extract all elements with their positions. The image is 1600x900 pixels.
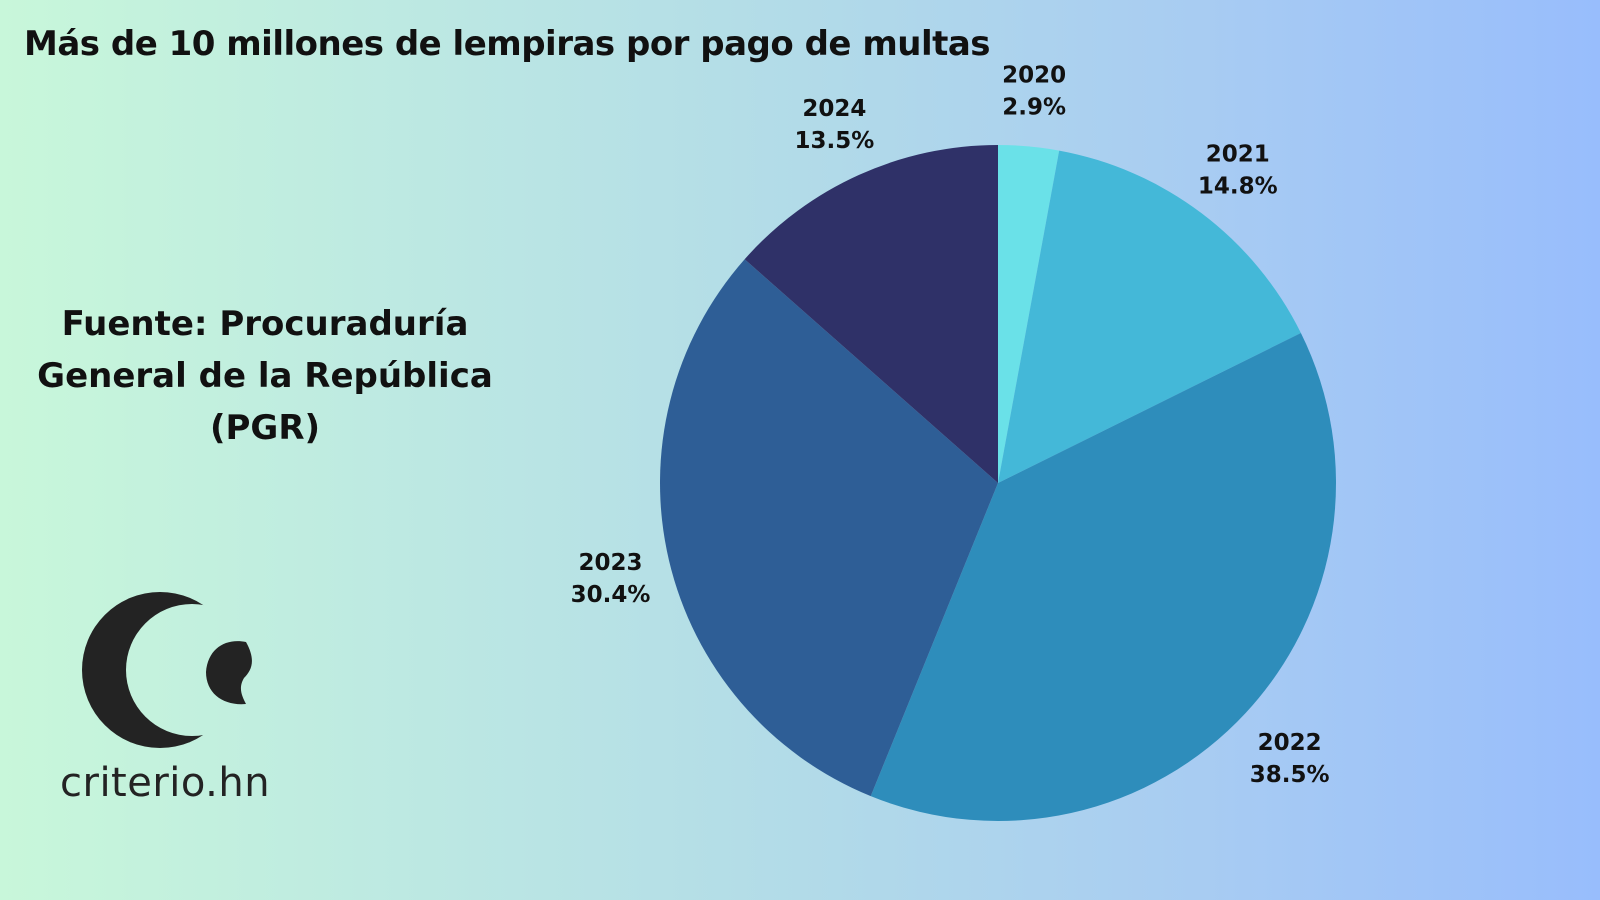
pie-slice-2023 (660, 259, 998, 797)
slice-label-year: 2021 (1206, 141, 1270, 167)
source-note: Fuente: Procuraduría General de la Repúb… (30, 298, 500, 454)
slice-label-2023: 2023 30.4% (571, 550, 651, 608)
criterio-logo-icon (82, 592, 252, 748)
slice-label-2024: 2024 13.5% (794, 96, 874, 154)
source-line-2: General de la República (37, 356, 493, 396)
slice-label-2020: 2020 2.9% (1002, 63, 1066, 121)
pie-slice-2022 (870, 333, 1336, 822)
slice-label-year: 2022 (1258, 730, 1322, 756)
source-line-1: Fuente: Procuraduría (61, 304, 469, 344)
slice-label-percent: 30.4% (571, 582, 651, 608)
slice-label-percent: 14.8% (1198, 173, 1278, 199)
chart-title: Más de 10 millones de lempiras por pago … (24, 24, 991, 64)
brand-name: criterio.hn (60, 760, 271, 806)
slice-label-2022: 2022 38.5% (1250, 730, 1330, 788)
slice-label-percent: 13.5% (794, 128, 874, 154)
source-line-3: (PGR) (209, 408, 321, 448)
pie-slice-2020 (998, 145, 1060, 483)
slice-label-percent: 2.9% (1002, 95, 1066, 121)
slice-label-2021: 2021 14.8% (1198, 141, 1278, 199)
pie-slice-2021 (998, 150, 1301, 483)
pie-slice-2024 (744, 145, 998, 483)
slice-label-percent: 38.5% (1250, 762, 1330, 788)
slice-label-year: 2024 (802, 96, 866, 122)
slice-label-year: 2020 (1002, 63, 1066, 89)
slice-label-year: 2023 (579, 550, 643, 576)
